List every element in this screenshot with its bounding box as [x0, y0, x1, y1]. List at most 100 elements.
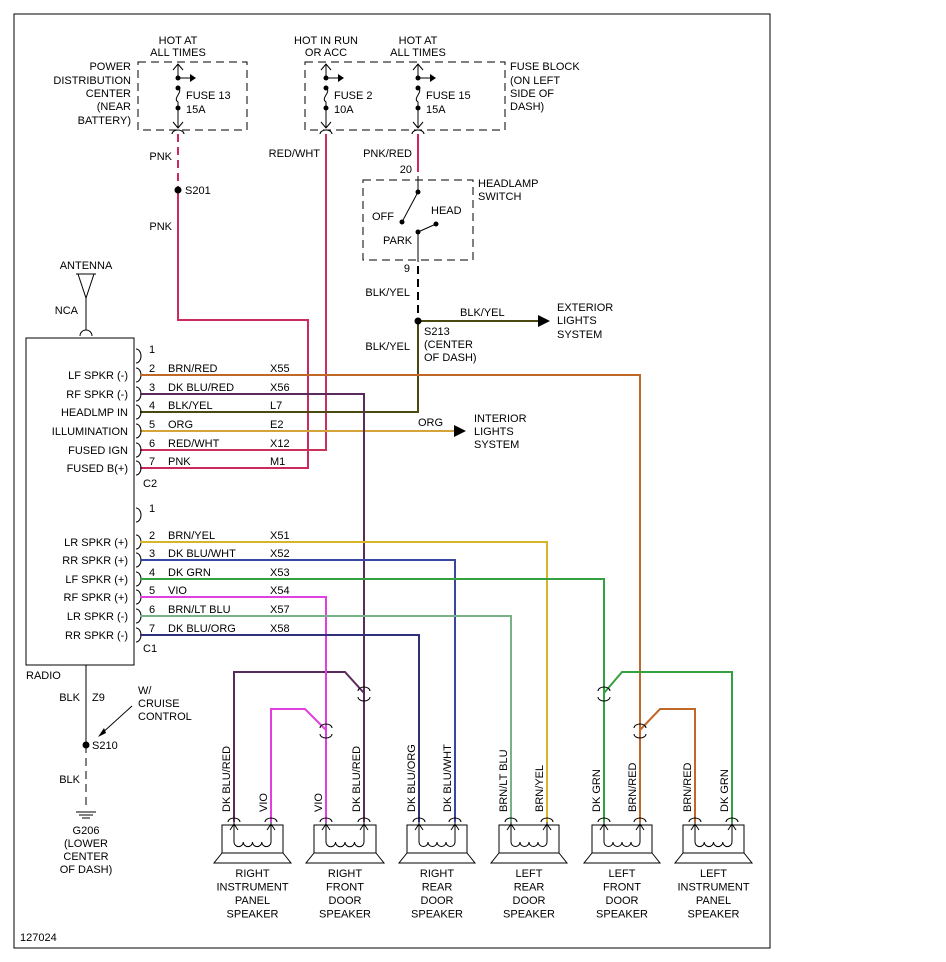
speaker-wire-label: DK BLU/ORG — [406, 744, 418, 812]
red-wht-wire-fused-ign — [140, 134, 327, 451]
s201-label: S201 — [185, 185, 211, 197]
fuse-icon — [171, 63, 192, 135]
speaker-wire-label: DK BLU/RED — [351, 746, 363, 812]
pin-number: 3 — [149, 382, 155, 394]
pin-number: 7 — [149, 456, 155, 468]
pin-number: 2 — [149, 363, 155, 375]
pdc-label: CENTER — [86, 88, 131, 100]
pin-function-label: LF SPKR (-) — [68, 370, 128, 382]
dk-blu-org-wire-rr-neg — [140, 634, 420, 822]
interior-lights-label: INTERIOR — [474, 413, 527, 425]
speaker-name-label: SPEAKER — [319, 909, 371, 921]
pnk-label: PNK — [149, 221, 172, 233]
radio-pin-c2-2: 2 BRN/RED X55 LF SPKR (-) — [68, 363, 290, 383]
circuit-code: X53 — [270, 567, 290, 579]
inline-connector — [319, 723, 333, 739]
pnk-red-label: PNK/RED — [363, 148, 412, 160]
red-wht-label: RED/WHT — [269, 148, 321, 160]
pin-function-label: LF SPKR (+) — [65, 574, 128, 586]
speaker-name-label: LEFT — [516, 868, 543, 880]
radio-pin-c1-3: 3 DK BLU/WHT X52 RR SPKR (+) — [62, 548, 290, 568]
blk-label: BLK — [59, 692, 80, 704]
fuse2-hot-label: OR ACC — [305, 47, 347, 59]
circuit-code: X55 — [270, 363, 290, 375]
radio-pin-c1-2: 2 BRN/YEL X51 LR SPKR (+) — [64, 530, 290, 550]
wire-color-label: DK BLU/RED — [168, 382, 234, 394]
wire-color-label: PNK — [168, 456, 191, 468]
pin-number: 1 — [149, 344, 155, 356]
radio-pin-c2-3: 3 DK BLU/RED X56 RF SPKR (-) — [66, 382, 290, 402]
pin-number: 2 — [149, 530, 155, 542]
speaker-name-label: INSTRUMENT — [677, 882, 749, 894]
speaker-icon — [682, 824, 745, 854]
arrow-icon — [338, 74, 344, 82]
antenna-label: ANTENNA — [60, 260, 113, 272]
fuse-block-label: FUSE BLOCK — [510, 61, 580, 73]
circuit-code: E2 — [270, 419, 283, 431]
radio-label: RADIO — [26, 670, 61, 682]
connector-c1-label: C1 — [143, 643, 157, 655]
headlamp-switch: HEADLAMP SWITCH OFF HEAD PARK 20 9 — [362, 164, 539, 275]
s213-label: OF DASH) — [424, 352, 477, 364]
pin-function-label: HEADLMP IN — [61, 407, 128, 419]
speaker-name-label: SPEAKER — [688, 909, 740, 921]
radio-pin-c1-1: 1 — [135, 503, 155, 523]
radio-pin-c2-6: 6 RED/WHT X12 FUSED IGN — [68, 438, 290, 458]
fuse-block-label: SIDE OF — [510, 88, 554, 100]
speaker-wire-label: BRN/YEL — [534, 765, 546, 812]
speaker-name-label: DOOR — [421, 895, 454, 907]
fuse-15-label: FUSE 15 — [426, 90, 471, 102]
circuit-code: X12 — [270, 438, 290, 450]
speaker-name-label: FRONT — [326, 882, 364, 894]
headlamp-switch-label: SWITCH — [478, 191, 521, 203]
pin-number: 6 — [149, 438, 155, 450]
fuse-block-label: DASH) — [510, 101, 544, 113]
fuse15-hot-label: HOT AT — [399, 35, 438, 47]
exterior-lights-label: SYSTEM — [557, 329, 602, 341]
speaker-name-label: REAR — [514, 882, 545, 894]
vio-wire-rf-pos — [140, 596, 327, 822]
speaker-wire-label: VIO — [313, 793, 325, 812]
brn-red-wire-lip — [639, 708, 696, 822]
speaker-icon — [498, 824, 560, 854]
speaker-name-label: RIGHT — [235, 868, 270, 880]
wire-color-label: BRN/RED — [168, 363, 218, 375]
exterior-lights-label: LIGHTS — [557, 315, 597, 327]
wire-color-label: BRN/YEL — [168, 530, 215, 542]
wire-color-label: DK GRN — [168, 567, 211, 579]
pin-number: 4 — [149, 400, 155, 412]
radio-pin-c1-7: 7 DK BLU/ORG X58 RR SPKR (-) — [65, 623, 290, 643]
pdc-label: DISTRIBUTION — [53, 75, 131, 87]
switch-off-label: OFF — [372, 211, 394, 223]
pin-function-label: LR SPKR (+) — [64, 537, 128, 549]
brn-lt-blu-wire-lr-neg — [140, 615, 512, 822]
circuit-code: X52 — [270, 548, 290, 560]
wire-color-label: RED/WHT — [168, 438, 220, 450]
speaker-wire-label: BRN/LT BLU — [498, 749, 510, 812]
radio-pin-c1-5: 5 VIO X54 RF SPKR (+) — [64, 585, 290, 605]
fuse-block: HOT IN RUN OR ACC HOT AT ALL TIMES FUSE … — [294, 35, 580, 131]
ground-circuit: BLK Z9 W/ CRUISE CONTROL S210 BLK G206 (… — [59, 665, 192, 876]
fuse-2-label: FUSE 2 — [334, 90, 373, 102]
blk-yel-label: BLK/YEL — [460, 307, 505, 319]
vio-wire-rip — [270, 708, 327, 822]
dk-blu-red-wire-rip — [233, 671, 365, 822]
pnk-wire-fused-b — [140, 192, 309, 469]
speaker-wire-label: BRN/RED — [682, 762, 694, 812]
speaker-wire-label: DK BLU/RED — [221, 746, 233, 812]
pdc-label: BATTERY) — [78, 115, 131, 127]
speaker-icon — [591, 824, 653, 854]
pin-function-label: RF SPKR (-) — [66, 389, 128, 401]
pdc-hot-label: HOT AT — [159, 35, 198, 47]
interior-lights-label: SYSTEM — [474, 439, 519, 451]
s213-label: S213 — [424, 326, 450, 338]
wire-color-label: BRN/LT BLU — [168, 604, 231, 616]
pin-number: 1 — [149, 503, 155, 515]
circuit-code: L7 — [270, 400, 282, 412]
pin-function-label: RF SPKR (+) — [64, 592, 128, 604]
